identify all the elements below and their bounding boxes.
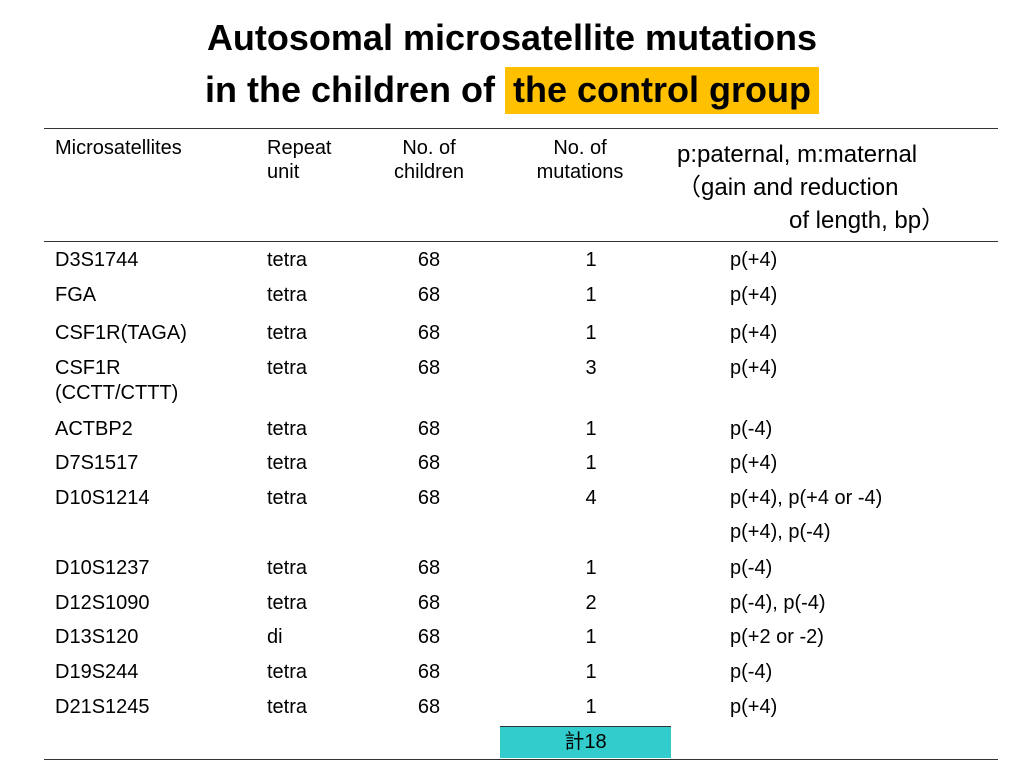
cell-note: p(+4) <box>730 322 778 344</box>
cell-repeat-unit: tetra <box>267 357 308 379</box>
table-top-rule <box>44 128 998 129</box>
header-no-of-children: No. of children <box>370 136 488 184</box>
cell-microsatellite: D7S1517 <box>55 452 139 474</box>
cell-mutations: 1 <box>585 696 597 718</box>
header-mutations-line2: mutations <box>536 161 624 183</box>
cell-children: 68 <box>417 661 441 683</box>
cell-note: p(+4) <box>730 284 778 306</box>
cell-mutations: 1 <box>585 249 597 271</box>
total-mutations: 計18 <box>500 726 671 758</box>
header-note-line3: of length, bp） <box>789 207 946 234</box>
cell-note: p(-4), p(-4) <box>730 592 826 614</box>
cell-mutations: 1 <box>585 322 597 344</box>
cell-repeat-unit: tetra <box>267 249 308 271</box>
header-children-line1: No. of <box>402 137 456 159</box>
cell-mutations: 4 <box>585 487 597 509</box>
cell-mutations: 1 <box>585 452 597 474</box>
cell-mutations: 1 <box>585 284 597 306</box>
title-prefix: in the children of <box>205 69 506 110</box>
cell-children: 68 <box>417 249 441 271</box>
cell-microsatellite: D12S1090 <box>55 592 150 614</box>
header-note-line2: （gain and reduction <box>677 174 899 201</box>
table-header-rule <box>44 241 998 242</box>
header-repeat-unit-line1: Repeat <box>267 137 332 159</box>
cell-note: p(+2 or -2) <box>730 626 824 648</box>
cell-repeat-unit: tetra <box>267 452 308 474</box>
cell-microsatellite: ACTBP2 <box>55 418 133 440</box>
title-highlight: the control group <box>505 67 819 114</box>
cell-microsatellite: D3S1744 <box>55 249 139 271</box>
header-repeat-unit-line2: unit <box>267 161 300 183</box>
cell-children: 68 <box>417 322 441 344</box>
cell-children: 68 <box>417 284 441 306</box>
cell-microsatellite: D10S1214 <box>55 487 150 509</box>
cell-mutations: 1 <box>585 418 597 440</box>
cell-note: p(-4) <box>730 418 773 440</box>
cell-note: p(-4) <box>730 557 773 579</box>
cell-microsatellite: D21S1245 <box>55 696 150 718</box>
cell-microsatellite: D10S1237 <box>55 557 150 579</box>
cell-repeat-unit: di <box>267 626 283 648</box>
cell-children: 68 <box>417 557 441 579</box>
cell-repeat-unit: tetra <box>267 418 308 440</box>
cell-repeat-unit: tetra <box>267 284 308 306</box>
cell-mutations: 1 <box>585 626 597 648</box>
header-note: p:paternal, m:maternal （gain and reducti… <box>677 138 945 237</box>
header-no-of-mutations: No. of mutations <box>520 136 640 184</box>
slide-title-line2: in the children of the control group <box>0 67 1024 114</box>
cell-repeat-unit: tetra <box>267 487 308 509</box>
cell-repeat-unit: tetra <box>267 592 308 614</box>
cell-repeat-unit: tetra <box>267 696 308 718</box>
cell-mutations: 3 <box>585 357 597 379</box>
cell-mutations: 1 <box>585 557 597 579</box>
cell-children: 68 <box>417 626 441 648</box>
header-microsatellites: Microsatellites <box>55 137 182 159</box>
cell-microsatellite: CSF1R(TAGA) <box>55 322 187 344</box>
cell-microsatellite-line2: (CCTT/CTTT) <box>55 382 179 404</box>
cell-note: p(+4) <box>730 249 778 271</box>
cell-mutations: 2 <box>585 592 597 614</box>
header-children-line2: children <box>393 161 465 183</box>
cell-children: 68 <box>417 487 441 509</box>
cell-repeat-unit: tetra <box>267 557 308 579</box>
header-note-line1: p:paternal, m:maternal <box>677 141 918 168</box>
cell-microsatellite: D13S120 <box>55 626 139 648</box>
cell-repeat-unit: tetra <box>267 322 308 344</box>
cell-note: p(+4) <box>730 696 778 718</box>
cell-children: 68 <box>417 592 441 614</box>
header-mutations-line1: No. of <box>553 137 607 159</box>
cell-note: p(+4) <box>730 452 778 474</box>
cell-note-line2: p(+4), p(-4) <box>730 521 831 543</box>
slide-title-line1: Autosomal microsatellite mutations <box>206 17 818 58</box>
header-repeat-unit: Repeat unit <box>267 136 332 184</box>
table-bottom-rule <box>44 759 998 760</box>
cell-repeat-unit: tetra <box>267 661 308 683</box>
cell-children: 68 <box>417 696 441 718</box>
cell-children: 68 <box>417 418 441 440</box>
cell-microsatellite: D19S244 <box>55 661 139 683</box>
cell-microsatellite: CSF1R <box>55 357 121 379</box>
cell-note: p(-4) <box>730 661 773 683</box>
cell-microsatellite: FGA <box>55 284 97 306</box>
cell-children: 68 <box>417 452 441 474</box>
cell-note: p(+4), p(+4 or -4) <box>730 487 883 509</box>
cell-children: 68 <box>417 357 441 379</box>
cell-note: p(+4) <box>730 357 778 379</box>
cell-mutations: 1 <box>585 661 597 683</box>
